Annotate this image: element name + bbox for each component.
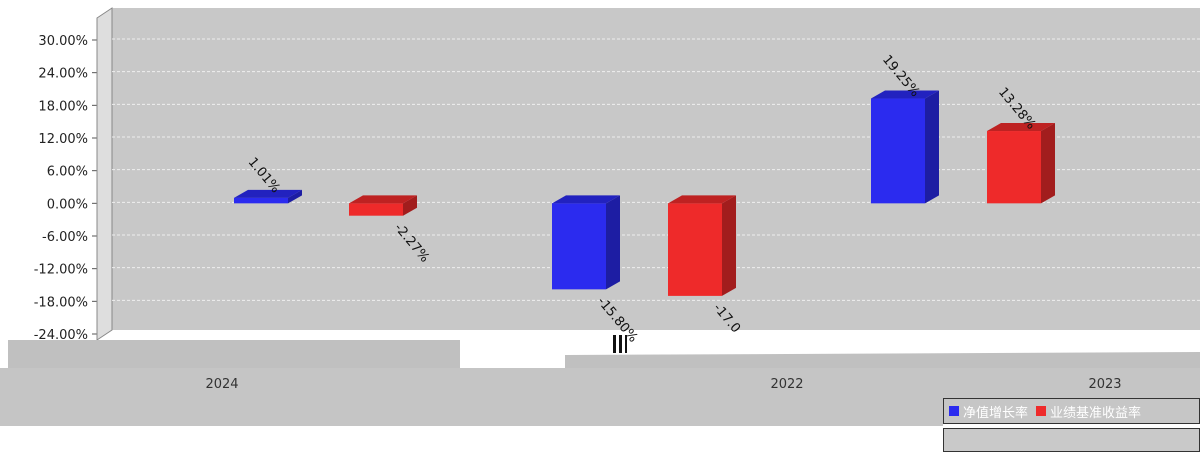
y-tick-label: 0.00%: [47, 197, 88, 212]
glitch-mark-3: [625, 335, 627, 353]
bar-2-2022: [668, 195, 736, 296]
plot-left-wall: [96, 7, 113, 341]
bar-2-2024: [349, 195, 417, 216]
y-tick-label: 12.00%: [38, 132, 88, 147]
y-tick-label: -12.00%: [34, 263, 88, 278]
legend-label-2: 业绩基准收益率: [1050, 405, 1142, 421]
legend-swatch-1: [949, 406, 959, 416]
legend-swatch-2: [1036, 406, 1047, 416]
bar-top: [987, 123, 1055, 132]
y-tick-label: -24.00%: [34, 328, 88, 343]
x-tick-label: 2022: [770, 377, 803, 392]
bar-2-2023: [987, 123, 1055, 204]
glitch-mark-2: [619, 335, 622, 353]
bar-top: [668, 195, 736, 204]
bar-side: [606, 195, 620, 290]
bar-front: [234, 197, 288, 204]
bar-chart: 30.00% 24.00% 18.00% 12.00% 6.00% 0.00% -6.00%…: [0, 7, 1200, 426]
legend: [943, 428, 1200, 452]
category-axis-band: [0, 368, 1200, 398]
y-tick-label: -18.00%: [34, 295, 88, 310]
bar-front: [871, 98, 925, 204]
bar-front: [552, 203, 606, 290]
bar-top: [234, 189, 302, 198]
legend-item-series-1: 净值增长率: [949, 402, 1028, 421]
y-tick-label: -6.00%: [42, 230, 88, 245]
y-tick-label: 18.00%: [38, 99, 88, 114]
legend-label-1: 净值增长率: [963, 405, 1029, 421]
y-tick-label: 30.00%: [38, 34, 88, 49]
bar-top: [871, 90, 939, 99]
bar-side: [288, 189, 302, 204]
x-tick-label: 2024: [205, 377, 238, 392]
x-tick-label: 2023: [1088, 377, 1121, 392]
y-axis-ticks: 30.00% 24.00% 18.00% 12.00% 6.00% 0.00% -6.00%…: [34, 18, 98, 343]
bar-1-2024: [234, 189, 302, 204]
x-axis-ticks: 2024 2022 2023: [205, 377, 1121, 392]
bars: [234, 90, 1055, 296]
bar-side: [1041, 123, 1055, 204]
bar-1-2022: [552, 195, 620, 290]
legend-item-series-2: 业绩基准收益率: [1036, 402, 1141, 421]
lower-band: [0, 398, 943, 426]
y-tick-label: 6.00%: [47, 165, 88, 180]
y-tick-label: 24.00%: [38, 67, 88, 82]
bar-front: [668, 203, 722, 296]
bar-top: [349, 195, 417, 204]
bar-top: [552, 195, 620, 204]
glitch-mark: [613, 335, 616, 353]
bar-side: [722, 195, 736, 296]
chart-legend: 净值增长率 业绩基准收益率: [943, 398, 1200, 424]
bar-front: [987, 131, 1041, 204]
bar-side: [925, 90, 939, 204]
plot-back-wall: [112, 8, 1200, 330]
bar-side: [403, 195, 417, 216]
bar-1-2023: [871, 90, 939, 204]
bar-front: [349, 203, 403, 216]
